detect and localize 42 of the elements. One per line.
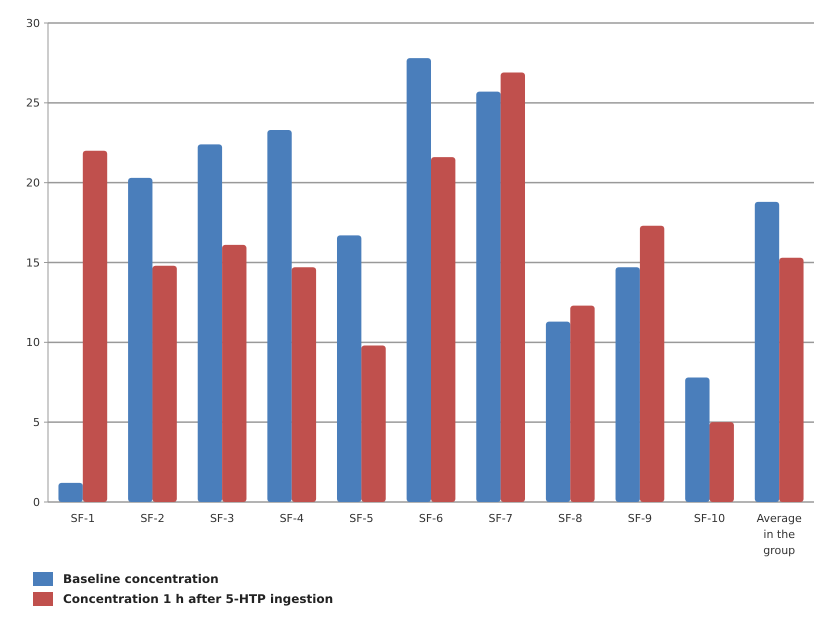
y-tick-label: 25 xyxy=(26,96,40,110)
bar xyxy=(779,258,804,502)
x-tick-label: SF-8 xyxy=(558,512,582,525)
bar xyxy=(710,422,734,502)
x-tick-label: Average in the group xyxy=(756,512,802,557)
bar xyxy=(58,482,83,502)
bar xyxy=(82,150,108,502)
x-tick-label: SF-3 xyxy=(210,512,234,525)
bar xyxy=(431,157,456,502)
x-tick-label: SF-1 xyxy=(70,512,95,525)
x-tick-label: SF-10 xyxy=(694,512,726,525)
y-tick-label: 10 xyxy=(26,336,40,350)
y-tick-label: 20 xyxy=(26,176,40,190)
bar xyxy=(406,58,431,502)
bar xyxy=(546,322,570,502)
bar xyxy=(476,92,501,502)
bar xyxy=(616,267,640,502)
y-tick-label: 0 xyxy=(33,496,40,509)
x-tick-label: SF-7 xyxy=(488,512,513,525)
bar xyxy=(685,377,710,502)
bar xyxy=(570,306,595,502)
bar xyxy=(222,244,246,502)
bar xyxy=(754,202,780,502)
bar xyxy=(500,72,526,502)
bar xyxy=(292,267,316,502)
bar xyxy=(128,178,152,502)
bar xyxy=(336,235,362,502)
x-tick-label: SF-5 xyxy=(349,512,374,525)
bar xyxy=(361,346,386,502)
x-tick-label: SF-4 xyxy=(280,512,304,525)
bar xyxy=(198,144,222,502)
bar xyxy=(152,266,177,502)
x-tick-label: SF-2 xyxy=(140,512,165,525)
x-tick-label: SF-6 xyxy=(418,512,444,525)
bar xyxy=(640,226,664,502)
y-tick-label: 15 xyxy=(26,256,40,270)
legend-label: Baseline concentration xyxy=(63,572,219,586)
y-tick-label: 30 xyxy=(26,16,40,30)
bar xyxy=(267,130,292,502)
legend-label: Concentration 1 h after 5-HTP ingestion xyxy=(63,592,334,606)
y-tick-label: 5 xyxy=(33,416,40,430)
x-tick-label: SF-9 xyxy=(628,512,652,525)
